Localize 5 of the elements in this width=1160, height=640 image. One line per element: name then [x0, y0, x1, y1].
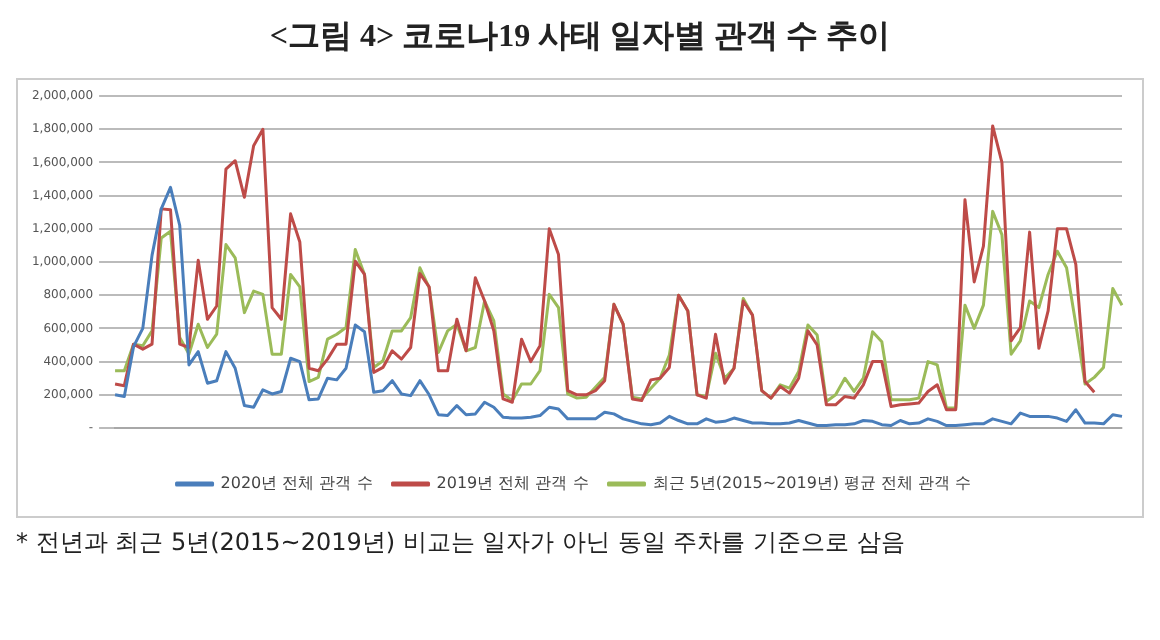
- chart-title: <그림 4> 코로나19 사태 일자별 관객 수 추이: [267, 18, 893, 58]
- text: * 전년과 최근 5년(2015~2019년) 비교는 일자가 아닌 동일 주차를 기준으로 삼음: [16, 526, 907, 560]
- legend-label: 2019년 전체 관객 수: [436, 474, 589, 493]
- legend-label: 최근 5년(2015~2019년) 평균 전체 관객 수: [652, 474, 972, 493]
- legend-label: 2020년 전체 관객 수: [220, 474, 373, 493]
